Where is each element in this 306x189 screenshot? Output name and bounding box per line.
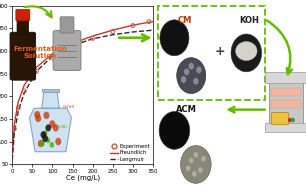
Text: Fermentation
Solution: Fermentation Solution — [13, 46, 67, 59]
Circle shape — [160, 20, 189, 56]
Text: Cr(III): Cr(III) — [56, 125, 68, 129]
Ellipse shape — [236, 42, 257, 60]
Text: +: + — [215, 45, 226, 57]
Circle shape — [40, 131, 46, 138]
Point — [12, 128, 17, 131]
Circle shape — [177, 58, 206, 94]
Circle shape — [189, 158, 193, 163]
Legend: Experiment, Freundlich, Langmuir: Experiment, Freundlich, Langmuir — [110, 144, 150, 162]
Circle shape — [291, 118, 295, 122]
FancyBboxPatch shape — [271, 88, 301, 96]
FancyBboxPatch shape — [271, 100, 301, 108]
FancyBboxPatch shape — [269, 77, 303, 127]
X-axis label: Ce (mg/L): Ce (mg/L) — [65, 175, 100, 181]
Circle shape — [193, 78, 199, 85]
Circle shape — [181, 146, 211, 183]
FancyBboxPatch shape — [53, 31, 81, 70]
FancyBboxPatch shape — [10, 32, 35, 80]
Circle shape — [49, 120, 55, 128]
Circle shape — [198, 167, 203, 173]
Text: Cr(VI): Cr(VI) — [63, 105, 75, 109]
Polygon shape — [30, 108, 71, 152]
Point — [50, 56, 55, 59]
FancyBboxPatch shape — [60, 17, 74, 33]
FancyBboxPatch shape — [17, 18, 29, 35]
Circle shape — [53, 124, 59, 132]
Circle shape — [159, 112, 190, 149]
FancyBboxPatch shape — [272, 112, 288, 125]
Point — [34, 70, 39, 73]
Polygon shape — [42, 89, 59, 92]
Circle shape — [43, 112, 50, 119]
Circle shape — [186, 165, 190, 171]
Circle shape — [38, 140, 44, 147]
Point — [16, 106, 21, 109]
Point — [22, 89, 27, 92]
FancyBboxPatch shape — [265, 72, 306, 83]
Circle shape — [45, 124, 51, 131]
Circle shape — [40, 141, 45, 146]
FancyBboxPatch shape — [16, 9, 30, 21]
Point — [90, 37, 95, 40]
Circle shape — [184, 68, 189, 75]
FancyBboxPatch shape — [265, 123, 306, 132]
Circle shape — [34, 111, 40, 119]
Point — [70, 45, 75, 48]
Point — [130, 24, 135, 27]
Circle shape — [50, 142, 54, 148]
Circle shape — [43, 130, 47, 136]
Text: KOH: KOH — [240, 16, 259, 25]
Circle shape — [35, 115, 41, 122]
Circle shape — [46, 137, 50, 143]
Polygon shape — [42, 92, 59, 108]
Point — [110, 30, 115, 33]
Circle shape — [55, 138, 61, 145]
Circle shape — [181, 76, 186, 83]
Circle shape — [288, 118, 292, 122]
Circle shape — [192, 171, 197, 177]
Circle shape — [231, 34, 262, 72]
Circle shape — [42, 135, 48, 142]
Circle shape — [194, 152, 198, 158]
Point — [147, 20, 151, 23]
Circle shape — [201, 156, 206, 162]
Text: ACM: ACM — [176, 105, 197, 114]
Circle shape — [196, 67, 202, 73]
Text: CM: CM — [178, 16, 192, 25]
Circle shape — [188, 63, 194, 70]
